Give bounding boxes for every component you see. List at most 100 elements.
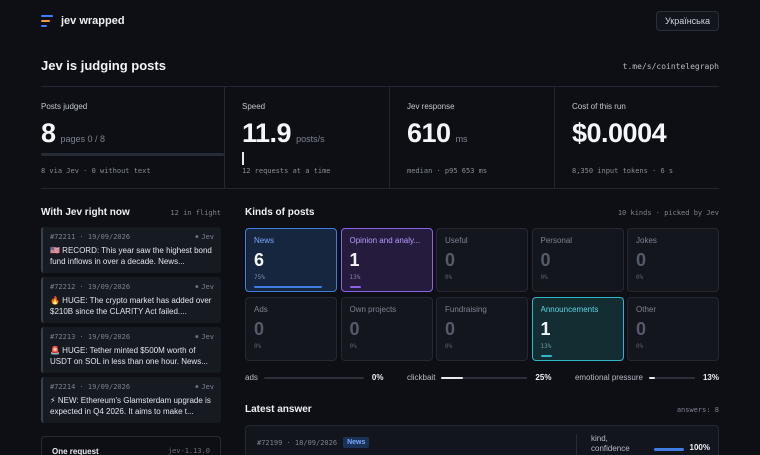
language-button[interactable]: Українська [655,11,719,31]
kinds-title: Kinds of posts [245,207,315,218]
kind-percent: 0% [254,343,262,350]
meter-value: 0% [371,373,384,382]
meter-label: clickbait [406,373,436,382]
kinds-header: Kinds of posts 10 kinds · picked by Jev [245,207,719,218]
kind-percent: 0% [540,274,548,281]
speed-indicator-bar [242,152,244,165]
kind-percent: 0% [349,343,357,350]
pages-progress-bar [41,153,224,156]
kind-percent: 0% [636,343,644,350]
post-source: Jev [195,233,214,241]
meter-value: 25% [535,373,552,382]
one-request-title: One request [52,447,99,455]
kind-share-bar [349,286,362,288]
confidence-value: 100% [689,443,710,452]
brand-name[interactable]: jev wrapped [61,15,125,27]
kind-name: Own projects [349,305,397,314]
kind-card-other[interactable]: Other 0 0% [627,297,719,361]
signal-meters: ads 0% clickbait 25% emotional pressure … [245,373,719,382]
meter-label: emotional pressure [574,373,643,382]
answers-count: answers: 8 [676,405,719,414]
feed-title: With Jev right now [41,207,130,218]
stat-footer: 8 via Jev · 0 without text [41,167,151,175]
kind-card-jokes[interactable]: Jokes 0 0% [627,228,719,292]
stat-unit: ms [455,134,468,144]
kind-card-own-projects[interactable]: Own projects 0 0% [340,297,433,361]
one-request-version: jev-1.13.0 [167,447,210,455]
in-flight-count: 12 in flight [170,208,221,217]
stat-posts-judged: Posts judged 8 pages 0 / 8 8 via Jev · 0… [41,87,224,188]
list-item[interactable]: #72211 · 19/09/2026 Jev 🇺🇸 RECORD: This y… [41,227,221,273]
post-id: #72213 · 19/09/2026 [50,333,131,341]
kind-name: Fundraising [445,305,487,314]
post-text: 🚨 HUGE: Tether minted $500M worth of USD… [50,346,208,366]
kind-percent: 0% [445,274,453,281]
kind-card-announcements[interactable]: Announcements 1 13% [531,297,624,361]
post-id: #72214 · 19/09/2026 [50,383,131,391]
kind-count: 0 [254,319,265,339]
kind-card-personal[interactable]: Personal 0 0% [531,228,624,292]
kind-count: 0 [636,250,647,270]
kind-name: Personal [540,236,573,245]
kinds-grid: News 6 75% Opinion and analy... 1 13% Useful… [245,228,719,361]
stat-value: 610 [407,118,451,148]
meter-ads: ads 0% [245,373,383,382]
kind-count: 6 [254,250,265,270]
meter-clickbait: clickbait 25% [407,373,551,382]
meter-track [441,376,528,379]
kind-count: 1 [540,319,551,339]
kind-card-useful[interactable]: Useful 0 0% [436,228,528,292]
stats-row: Posts judged 8 pages 0 / 8 8 via Jev · 0… [41,86,719,189]
kind-card-fundraising[interactable]: Fundraising 0 0% [436,297,528,361]
one-request-panel[interactable]: One request jev-1.13.0 [41,436,221,455]
stat-label: Speed [242,102,266,111]
kind-count: 0 [636,319,647,339]
kind-percent: 0% [445,343,453,350]
kind-percent: 13% [349,274,361,281]
post-source: Jev [195,333,214,341]
post-source: Jev [195,283,214,291]
page-title: Jev is judging posts [41,58,166,73]
post-text: 🇺🇸 RECORD: This year saw the highest bon… [50,246,212,266]
feed-header: With Jev right now 12 in flight [41,207,221,218]
post-text: ⚡ NEW: Ethereum's Glamsterdam upgrade is… [50,396,211,416]
stat-value: $0.0004 [572,118,667,148]
kind-tag: News [343,437,370,448]
kind-share-bar [540,355,553,357]
list-item[interactable]: #72214 · 19/09/2026 Jev ⚡ NEW: Ethereum's… [41,377,221,423]
latest-answer-card[interactable]: #72199 · 18/09/2026 News kind, confidenc… [245,425,719,455]
kind-card-opinion[interactable]: Opinion and analy... 1 13% [340,228,433,292]
list-item[interactable]: #72212 · 19/09/2026 Jev 🔥 HUGE: The crypt… [41,277,221,323]
stat-footer: 12 requests at a time [242,167,331,175]
confidence-fill [654,448,684,451]
kind-name: Useful [445,236,468,245]
stat-value: 11.9 [242,118,292,148]
stat-response: Jev response 610 ms median · p95 653 ms [389,87,554,188]
kind-card-ads[interactable]: Ads 0 0% [245,297,337,361]
kinds-meta: 10 kinds · picked by Jev [617,208,719,217]
kind-percent: 75% [254,274,265,281]
kind-share-bar [254,286,322,288]
confidence-panel: kind, confidence 100% [576,434,719,455]
latest-title: Latest answer [245,404,312,415]
kind-percent: 13% [540,343,552,350]
list-item[interactable]: #72213 · 19/09/2026 Jev 🚨 HUGE: Tether mi… [41,327,221,373]
stat-label: Cost of this run [572,102,626,111]
kind-card-news[interactable]: News 6 75% [245,228,337,292]
top-bar: jev wrapped Українська [41,11,719,31]
stat-label: Jev response [407,102,455,111]
stat-label: Posts judged [41,102,88,111]
stat-unit: pages 0 / 8 [60,134,106,144]
in-flight-feed: #72211 · 19/09/2026 Jev 🇺🇸 RECORD: This y… [41,227,221,427]
channel-source-link[interactable]: t.me/s/cointelegraph [622,62,719,71]
meter-value: 13% [702,373,719,382]
post-id: #72199 · 18/09/2026 [257,438,338,447]
stat-unit: posts/s [296,134,325,144]
post-id: #72211 · 19/09/2026 [50,233,131,241]
post-text: 🔥 HUGE: The crypto market has added over… [50,296,212,316]
kind-name: Jokes [636,236,657,245]
stacked-bars-logo-icon [41,15,55,27]
stat-speed: Speed 11.9 posts/s 12 requests at a time [224,87,389,188]
stat-footer: median · p95 653 ms [407,167,488,175]
meter-fill [648,376,655,379]
